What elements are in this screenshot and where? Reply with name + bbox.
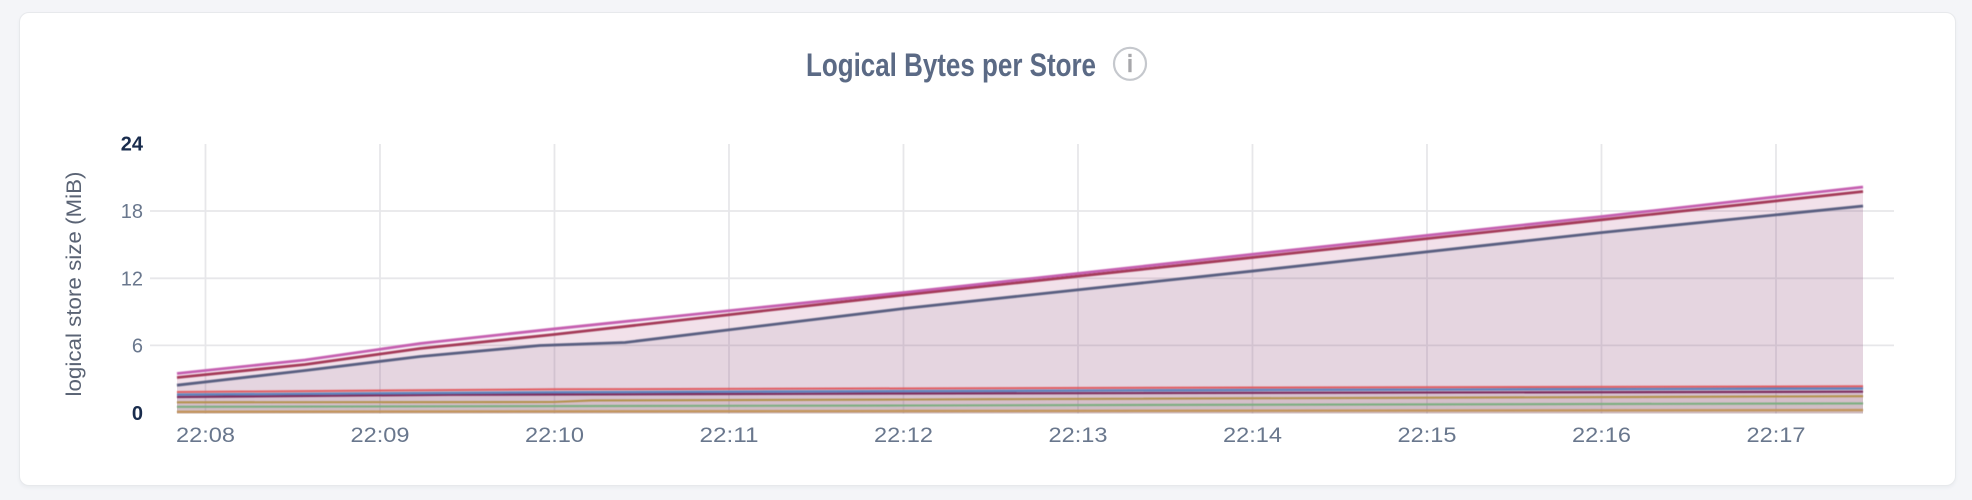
- svg-text:22:09: 22:09: [351, 424, 410, 447]
- svg-text:22:12: 22:12: [874, 424, 933, 447]
- svg-text:0: 0: [132, 403, 143, 425]
- svg-text:22:11: 22:11: [700, 424, 759, 447]
- svg-text:22:08: 22:08: [176, 424, 235, 447]
- svg-text:12: 12: [121, 268, 143, 290]
- svg-text:22:13: 22:13: [1049, 424, 1108, 447]
- svg-text:22:10: 22:10: [525, 424, 584, 447]
- svg-text:22:15: 22:15: [1398, 424, 1457, 447]
- svg-text:22:14: 22:14: [1223, 424, 1282, 447]
- svg-text:6: 6: [132, 335, 143, 357]
- svg-text:Logical Bytes per Store: Logical Bytes per Store: [806, 47, 1096, 83]
- svg-text:18: 18: [121, 201, 143, 223]
- svg-text:22:17: 22:17: [1747, 424, 1806, 447]
- svg-text:24: 24: [121, 134, 144, 156]
- svg-text:22:16: 22:16: [1572, 424, 1631, 447]
- svg-text:logical store size (MiB): logical store size (MiB): [63, 172, 86, 397]
